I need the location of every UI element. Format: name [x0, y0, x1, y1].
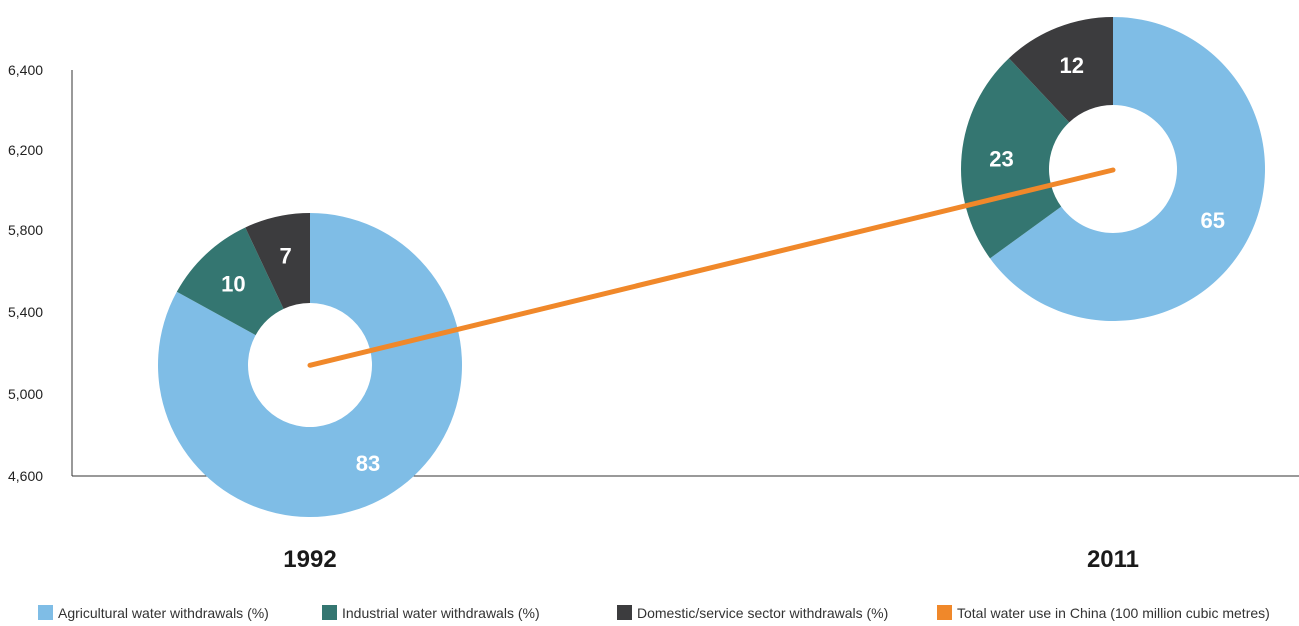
y-ticks: 4,600 5,000 5,400 5,800 6,200 6,400	[8, 62, 43, 484]
donut-slice	[157, 213, 462, 517]
line-layer	[307, 167, 1116, 368]
year-labels: 1992 2011	[283, 546, 1139, 573]
legend-item: Industrial water withdrawals (%)	[322, 605, 540, 621]
slice-value-label: 23	[989, 146, 1013, 171]
y-tick-label: 6,200	[8, 142, 43, 158]
y-tick-label: 5,000	[8, 386, 43, 402]
legend-label: Industrial water withdrawals (%)	[342, 605, 540, 621]
slice-value-label: 7	[279, 244, 291, 269]
slice-value-label: 12	[1060, 53, 1084, 78]
donut-2011: 65 23 12	[961, 17, 1265, 322]
legend-swatch	[937, 605, 952, 620]
total-water-use-line	[307, 167, 1116, 368]
donut-slice	[961, 58, 1070, 259]
donut-slice	[1008, 17, 1113, 123]
legend-item: Domestic/service sector withdrawals (%)	[617, 605, 888, 621]
legend-swatch	[322, 605, 337, 620]
legend-label: Total water use in China (100 million cu…	[957, 605, 1270, 621]
donut-1992: 83 10 7	[157, 213, 462, 517]
legend-swatch	[617, 605, 632, 620]
y-tick-label: 6,400	[8, 62, 43, 78]
slice-value-label: 10	[221, 271, 245, 296]
y-tick-label: 5,400	[8, 304, 43, 320]
slice-value-label: 65	[1201, 208, 1225, 233]
year-label: 2011	[1087, 546, 1139, 573]
legend-label: Domestic/service sector withdrawals (%)	[637, 605, 888, 621]
y-tick-label: 5,800	[8, 222, 43, 238]
legend: Agricultural water withdrawals (%) Indust…	[38, 605, 1270, 621]
legend-swatch	[38, 605, 53, 620]
slice-value-label: 83	[356, 451, 380, 476]
year-label: 1992	[283, 546, 336, 573]
donut-slice	[990, 17, 1265, 322]
y-tick-label: 4,600	[8, 468, 43, 484]
donut-slice	[176, 227, 284, 336]
donut-slice	[245, 213, 310, 309]
legend-item: Agricultural water withdrawals (%)	[38, 605, 269, 621]
legend-label: Agricultural water withdrawals (%)	[58, 605, 269, 621]
legend-item: Total water use in China (100 million cu…	[937, 605, 1270, 621]
